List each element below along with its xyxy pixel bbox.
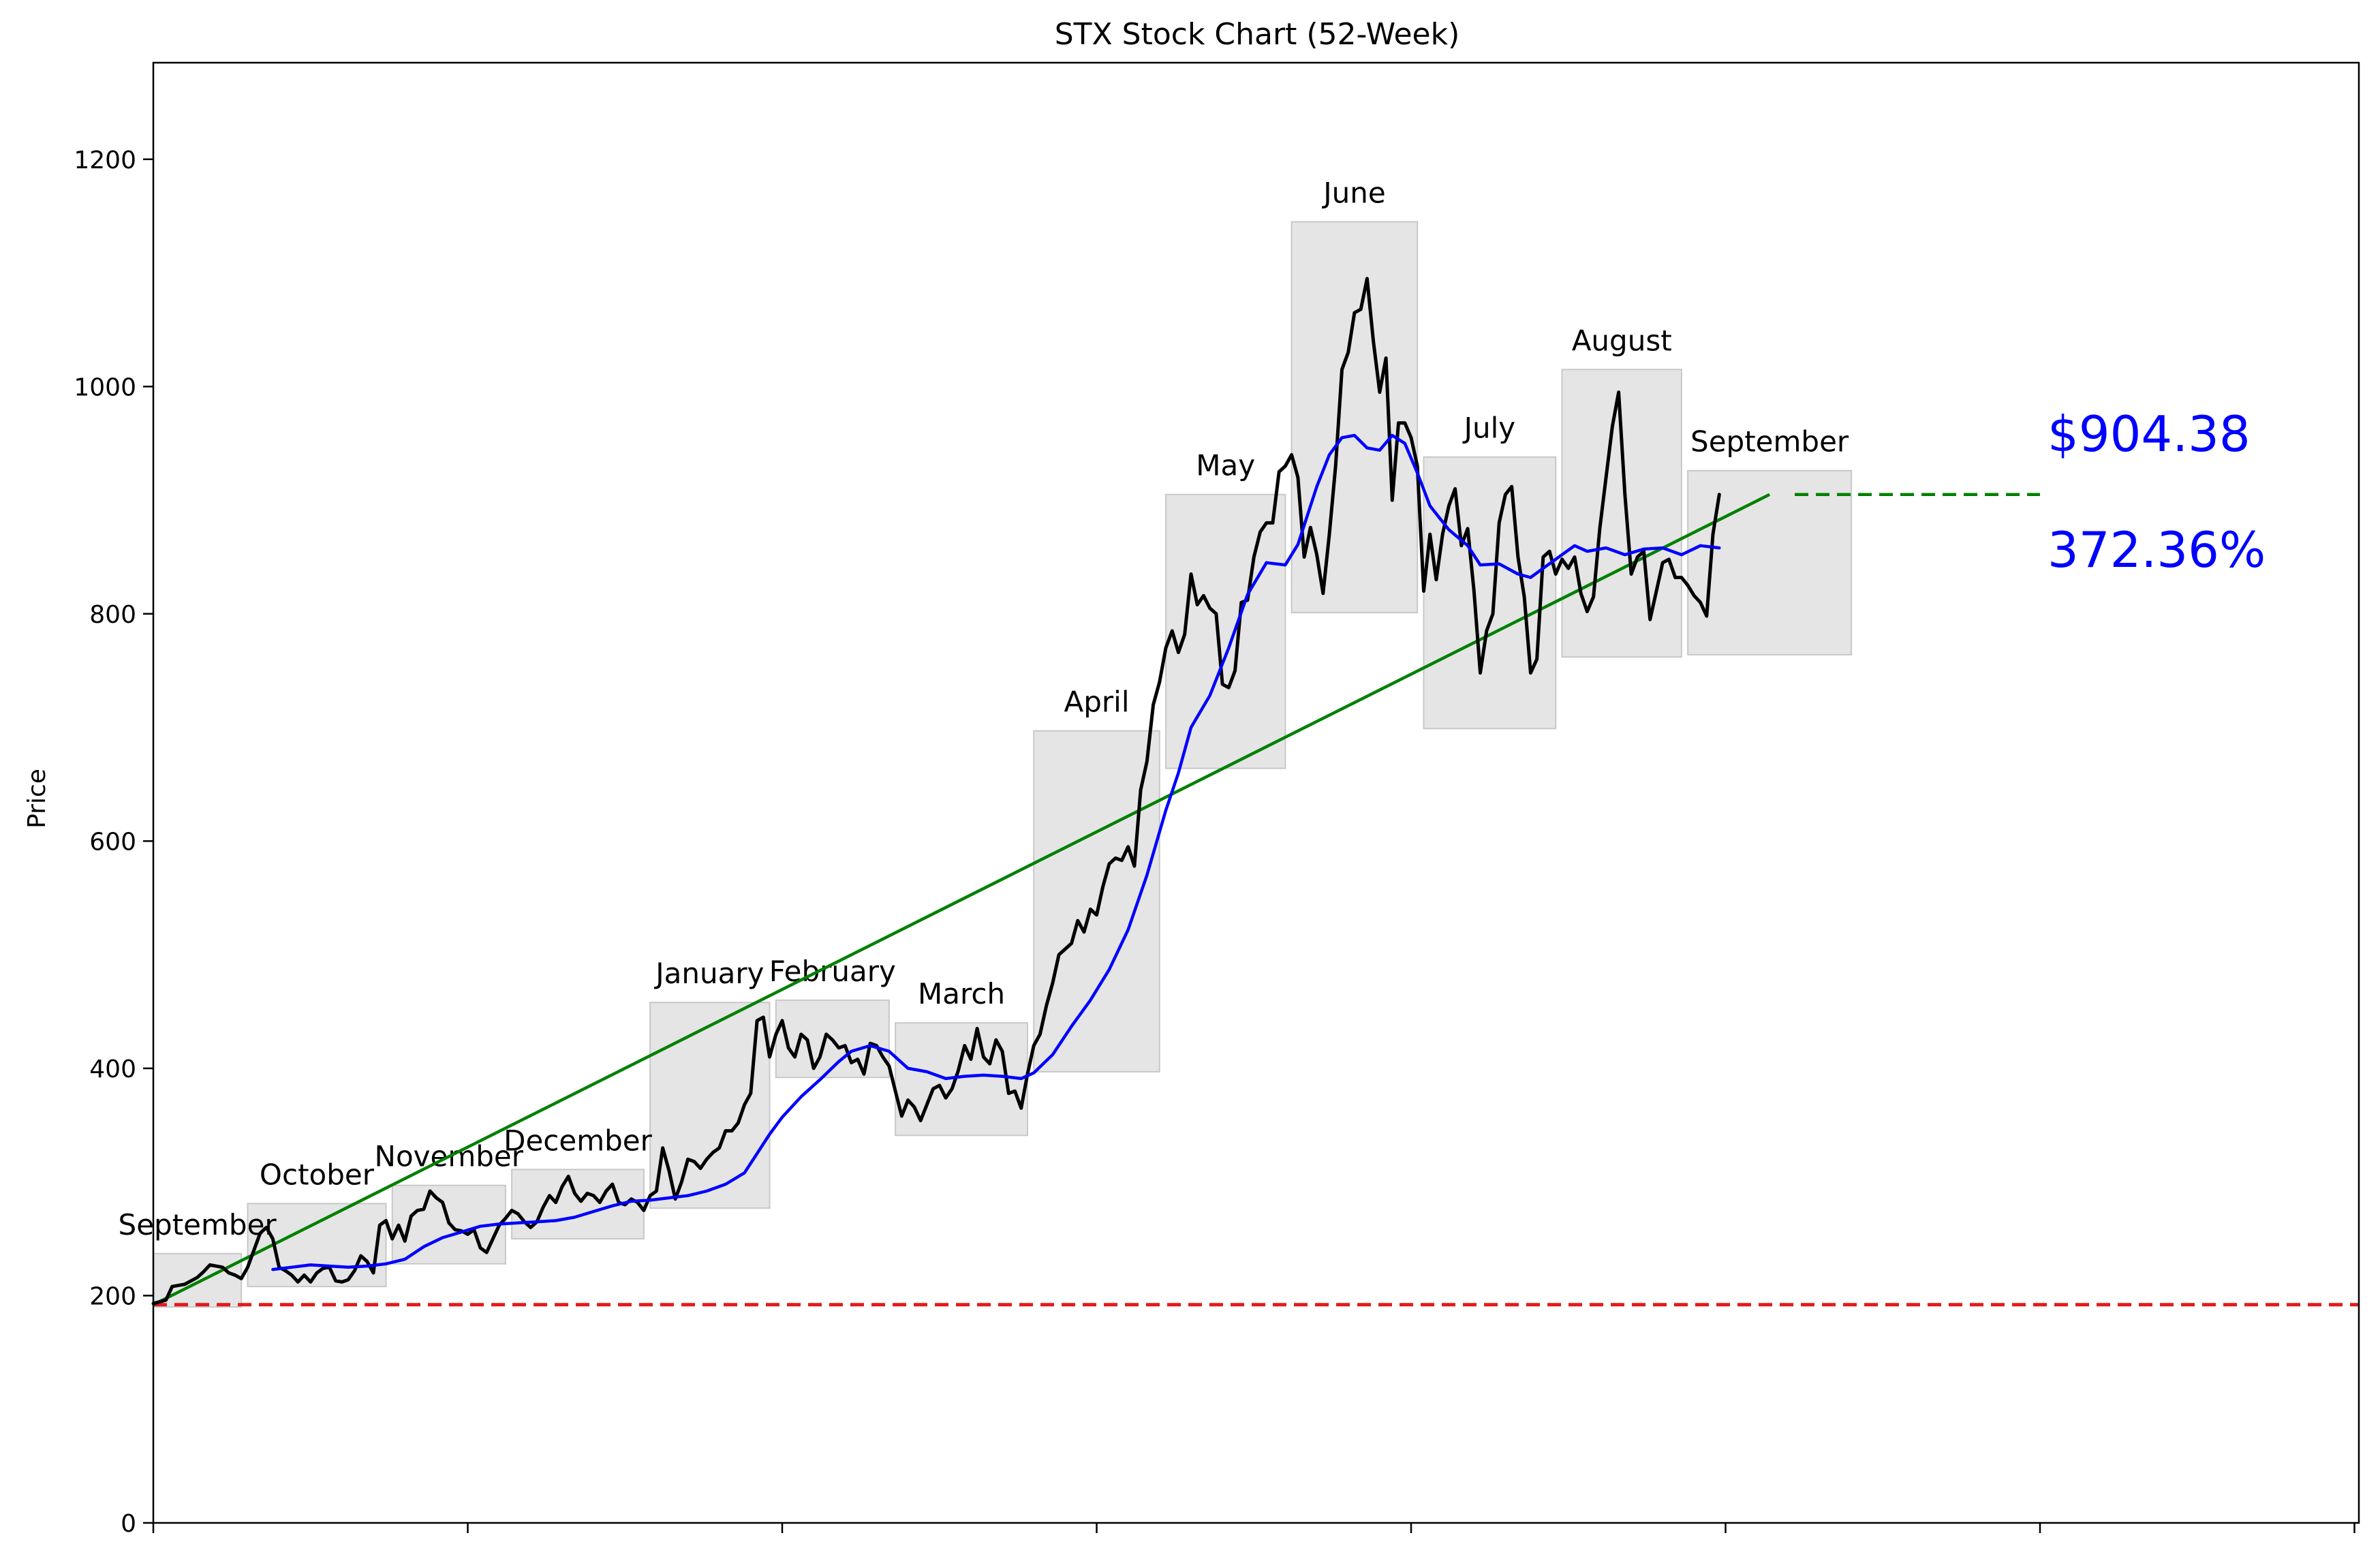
month-label-9: June — [1321, 176, 1385, 209]
y-tick-label: 1000 — [74, 373, 136, 401]
last-price-label: $904.38 — [2047, 405, 2251, 463]
month-label-5: February — [769, 955, 896, 988]
change-label: 372.36% — [2047, 521, 2266, 578]
month-label-10: July — [1462, 412, 1516, 445]
series-lines — [151, 277, 1721, 1306]
month-box-9 — [1291, 221, 1419, 614]
y-tick-label: 200 — [89, 1282, 136, 1310]
month-label-8: May — [1196, 449, 1255, 482]
y-tick-label: 800 — [89, 601, 136, 629]
month-box-12 — [1687, 469, 1853, 655]
y-tick-label: 400 — [89, 1055, 136, 1083]
moving-average-line — [271, 433, 1721, 1271]
month-label-3: December — [504, 1124, 653, 1157]
reference-lines — [152, 493, 2359, 1307]
y-tick-label: 1200 — [74, 146, 136, 174]
month-labels: SeptemberOctoberNovemberDecemberJanuaryF… — [119, 176, 1849, 1241]
month-label-1: October — [260, 1158, 375, 1191]
month-label-12: September — [1690, 425, 1849, 459]
month-box-11 — [1561, 369, 1682, 658]
month-label-4: January — [653, 957, 764, 990]
chart-title: STX Stock Chart (52-Week) — [1055, 17, 1460, 52]
month-label-7: April — [1064, 685, 1130, 719]
y-tick-label: 600 — [89, 828, 136, 856]
month-label-11: August — [1572, 324, 1672, 357]
month-label-0: September — [119, 1208, 277, 1241]
y-tick-label: 0 — [121, 1510, 136, 1538]
plot-frame — [152, 61, 2360, 1524]
y-axis-label: Price — [23, 769, 51, 829]
trend-line — [152, 493, 1771, 1306]
month-box-10 — [1423, 456, 1557, 730]
month-label-6: March — [918, 977, 1005, 1010]
axes: 0 200 400 600 800 1000 1200 — [74, 61, 2360, 1538]
month-box-4 — [649, 1002, 771, 1209]
